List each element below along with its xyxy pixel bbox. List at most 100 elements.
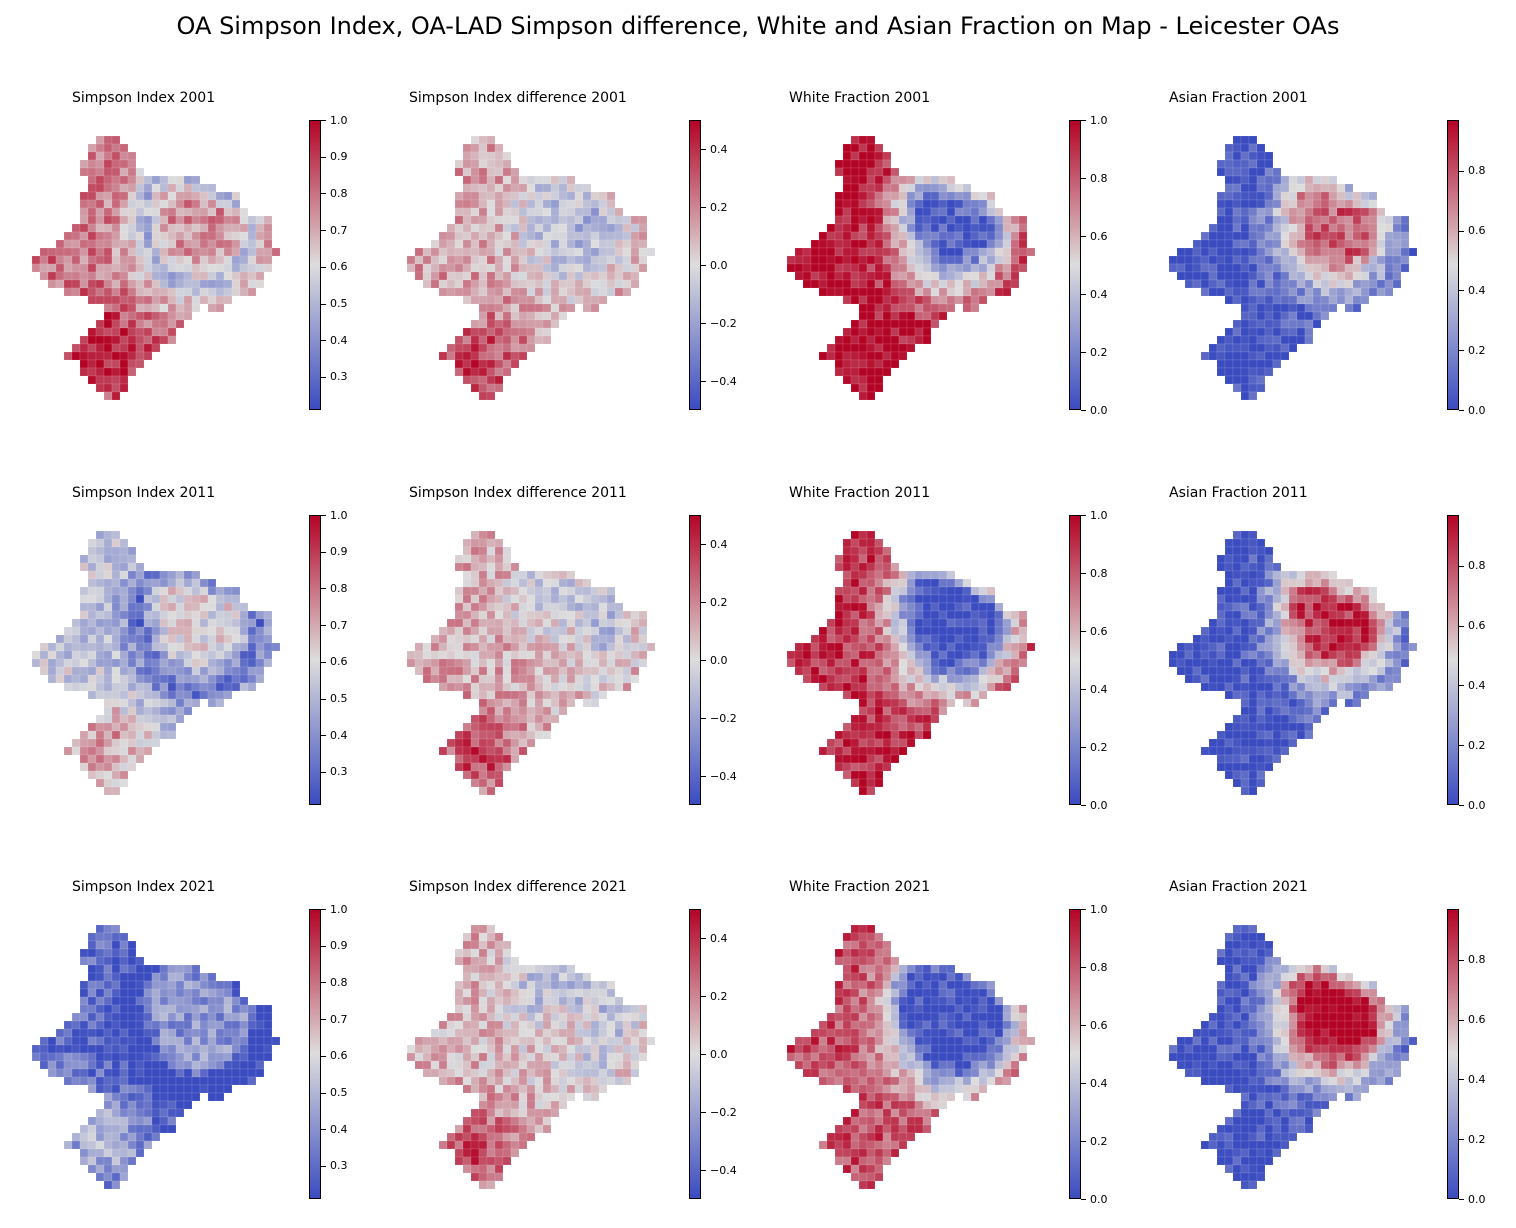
output-area-cell <box>638 215 648 225</box>
output-area-cell <box>127 626 137 636</box>
output-area-cell <box>1224 239 1234 249</box>
output-area-cell <box>231 996 241 1006</box>
output-area-cell <box>1360 271 1370 281</box>
output-area-cell <box>1376 231 1386 241</box>
output-area-cell <box>866 287 876 297</box>
output-area-cell <box>127 279 137 289</box>
output-area-cell <box>183 706 193 716</box>
output-area-cell <box>446 738 456 748</box>
output-area-cell <box>247 1028 257 1038</box>
output-area-cell <box>87 143 97 153</box>
output-area-cell <box>143 570 153 580</box>
output-area-cell <box>606 199 616 209</box>
output-area-cell <box>1328 271 1338 281</box>
output-area-cell <box>1240 335 1250 345</box>
output-area-cell <box>938 586 948 596</box>
output-area-cell <box>175 215 185 225</box>
output-area-cell <box>1304 610 1314 620</box>
colorbar-tick-label: 0.8 <box>1081 173 1108 184</box>
output-area-cell <box>970 279 980 289</box>
output-area-cell <box>446 1028 456 1038</box>
output-area-cell <box>874 383 884 393</box>
output-area-cell <box>1256 586 1266 596</box>
output-area-cell <box>1232 175 1242 185</box>
panel-title: White Fraction 2011 <box>789 485 931 501</box>
output-area-cell <box>510 562 520 572</box>
output-area-cell <box>87 1164 97 1174</box>
output-area-cell <box>914 610 924 620</box>
output-area-cell <box>470 279 480 289</box>
output-area-cell <box>486 239 496 249</box>
output-area-cell <box>1192 279 1202 289</box>
output-area-cell <box>550 175 560 185</box>
output-area-cell <box>850 562 860 572</box>
output-area-cell <box>1224 159 1234 169</box>
output-area-cell <box>818 247 828 257</box>
output-area-cell <box>199 183 209 193</box>
output-area-cell <box>978 610 988 620</box>
output-area-cell <box>986 263 996 273</box>
output-area-cell <box>494 335 504 345</box>
output-area-cell <box>1002 610 1012 620</box>
output-area-cell <box>598 594 608 604</box>
output-area-cell <box>1272 343 1282 353</box>
output-area-cell <box>1018 223 1028 233</box>
output-area-cell <box>962 610 972 620</box>
output-area-cell <box>103 279 113 289</box>
output-area-cell <box>1368 255 1378 265</box>
output-area-cell <box>95 1148 105 1158</box>
output-area-cell <box>542 175 552 185</box>
output-area-cell <box>850 295 860 305</box>
output-area-cell <box>486 279 496 289</box>
output-area-cell <box>462 754 472 764</box>
output-area-cell <box>1288 207 1298 217</box>
output-area-cell <box>882 343 892 353</box>
output-area-cell <box>1288 602 1298 612</box>
output-area-cell <box>95 626 105 636</box>
output-area-cell <box>1336 666 1346 676</box>
output-area-cell <box>478 327 488 337</box>
output-area-cell <box>1184 279 1194 289</box>
output-area-cell <box>1248 730 1258 740</box>
output-area-cell <box>135 1012 145 1022</box>
output-area-cell <box>199 1012 209 1022</box>
output-area-cell <box>263 263 273 273</box>
output-area-cell <box>1232 626 1242 636</box>
output-area-cell <box>858 730 868 740</box>
output-area-cell <box>231 271 241 281</box>
output-area-cell <box>1232 578 1242 588</box>
output-area-cell <box>215 263 225 273</box>
output-area-cell <box>71 1132 81 1142</box>
output-area-cell <box>518 746 528 756</box>
output-area-cell <box>191 1084 201 1094</box>
output-area-cell <box>818 746 828 756</box>
output-area-cell <box>127 271 137 281</box>
output-area-cell <box>534 327 544 337</box>
output-area-cell <box>95 287 105 297</box>
output-area-cell <box>914 287 924 297</box>
output-area-cell <box>494 754 504 764</box>
output-area-cell <box>922 263 932 273</box>
output-area-cell <box>1208 263 1218 273</box>
output-area-cell <box>882 722 892 732</box>
output-area-cell <box>574 223 584 233</box>
output-area-cell <box>922 658 932 668</box>
output-area-cell <box>1352 658 1362 668</box>
output-area-cell <box>127 586 137 596</box>
output-area-cell <box>175 988 185 998</box>
output-area-cell <box>1018 255 1028 265</box>
output-area-cell <box>986 618 996 628</box>
output-area-cell <box>95 634 105 644</box>
output-area-cell <box>119 319 129 329</box>
output-area-cell <box>454 159 464 169</box>
output-area-cell <box>534 594 544 604</box>
output-area-cell <box>103 1092 113 1102</box>
output-area-cell <box>1232 530 1242 540</box>
output-area-cell <box>119 1060 129 1070</box>
output-area-cell <box>890 674 900 684</box>
output-area-cell <box>247 650 257 660</box>
output-area-cell <box>842 650 852 660</box>
output-area-cell <box>247 1068 257 1078</box>
output-area-cell <box>526 343 536 353</box>
output-area-cell <box>866 690 876 700</box>
